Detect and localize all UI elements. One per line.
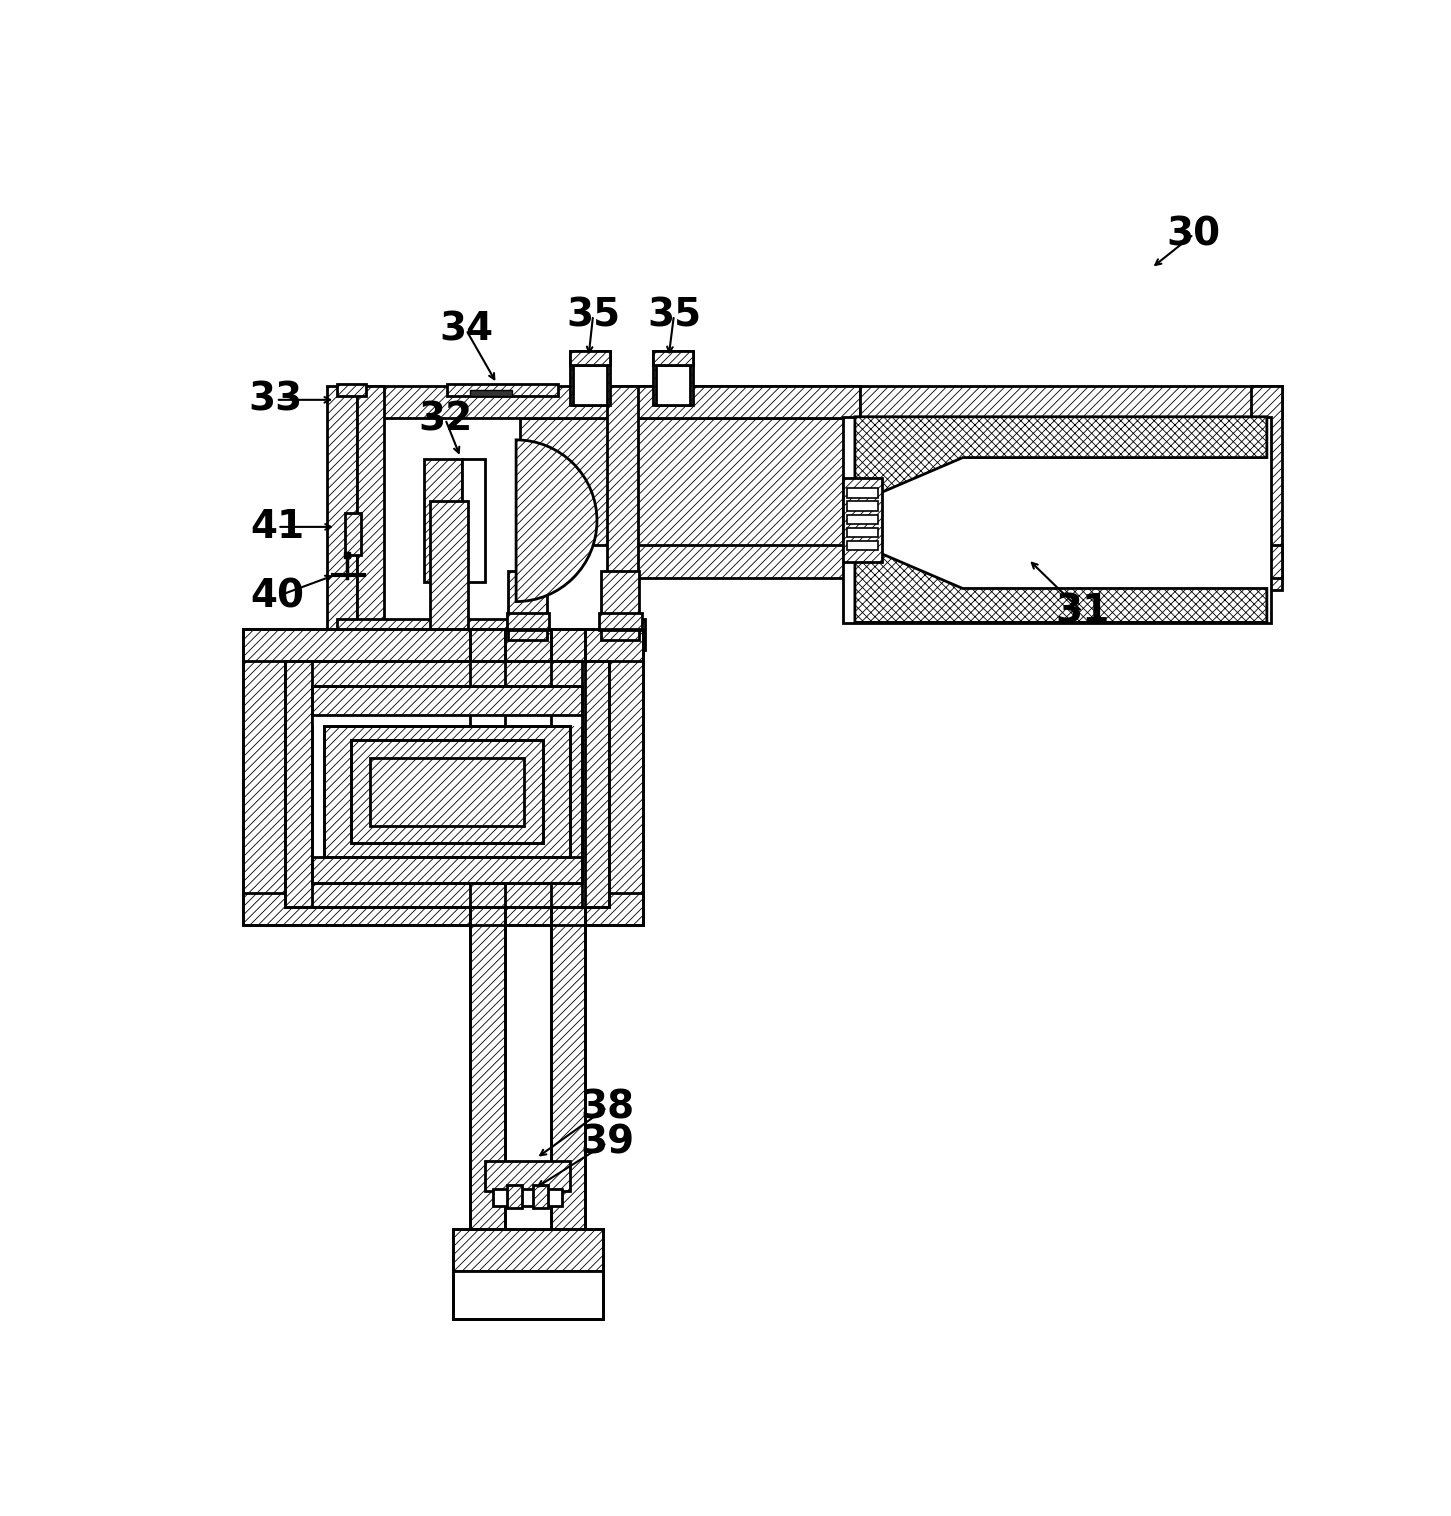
Bar xyxy=(337,387,860,418)
Bar xyxy=(453,1272,604,1319)
Bar xyxy=(470,390,512,396)
Bar xyxy=(570,352,609,405)
Bar xyxy=(573,365,607,405)
Bar xyxy=(847,488,878,497)
Bar xyxy=(312,714,582,726)
Bar xyxy=(357,387,383,655)
Bar xyxy=(242,629,643,925)
Bar xyxy=(506,612,550,631)
Bar xyxy=(656,365,691,405)
Bar xyxy=(337,619,644,650)
Text: 30: 30 xyxy=(1167,215,1220,253)
Bar xyxy=(653,352,694,405)
Bar xyxy=(284,661,608,685)
Polygon shape xyxy=(519,418,860,546)
Bar xyxy=(337,384,366,396)
Bar xyxy=(284,661,312,907)
Text: 40: 40 xyxy=(251,578,305,615)
Bar xyxy=(847,541,878,550)
Bar xyxy=(242,629,284,925)
Text: 41: 41 xyxy=(251,508,305,546)
Bar xyxy=(847,528,878,537)
Bar xyxy=(570,352,609,365)
Bar xyxy=(551,629,585,1229)
Bar xyxy=(493,1189,563,1207)
Bar xyxy=(533,1186,548,1208)
Bar xyxy=(435,512,463,622)
Text: 35: 35 xyxy=(566,296,620,334)
Bar xyxy=(505,629,551,1229)
Bar xyxy=(312,685,582,882)
Bar xyxy=(312,685,582,714)
Polygon shape xyxy=(855,417,1267,503)
Bar xyxy=(351,740,543,843)
Bar xyxy=(453,1229,604,1272)
Bar xyxy=(447,384,559,396)
Bar xyxy=(847,514,878,525)
Bar xyxy=(843,479,882,561)
Bar xyxy=(284,661,608,907)
Bar xyxy=(653,352,694,365)
Bar xyxy=(370,758,524,826)
Bar xyxy=(607,387,638,617)
Bar xyxy=(860,546,1283,578)
Bar xyxy=(843,417,1271,623)
Bar xyxy=(351,740,543,843)
Bar xyxy=(601,629,643,925)
Bar xyxy=(453,1229,604,1319)
Bar xyxy=(351,740,543,843)
Bar xyxy=(1251,387,1283,590)
Text: 31: 31 xyxy=(1055,593,1109,631)
Bar xyxy=(424,459,463,582)
Bar xyxy=(601,570,640,640)
Polygon shape xyxy=(855,543,1267,623)
Text: 34: 34 xyxy=(440,311,493,349)
Text: 33: 33 xyxy=(248,381,303,418)
Bar xyxy=(860,418,1251,546)
Bar xyxy=(312,857,582,882)
Bar xyxy=(508,570,547,640)
Wedge shape xyxy=(517,440,596,602)
Bar xyxy=(599,612,641,631)
Bar xyxy=(429,502,469,629)
Bar xyxy=(847,502,878,511)
Bar xyxy=(312,685,582,882)
Polygon shape xyxy=(855,458,1267,588)
Bar xyxy=(328,387,357,655)
Bar xyxy=(582,661,608,907)
Bar xyxy=(284,661,601,893)
Bar xyxy=(860,387,1283,418)
Bar xyxy=(485,1161,570,1190)
Bar xyxy=(284,882,608,907)
Bar xyxy=(463,459,485,582)
Bar xyxy=(370,758,524,826)
Text: 38: 38 xyxy=(580,1088,634,1126)
Bar xyxy=(324,726,570,857)
Bar xyxy=(506,1186,522,1208)
Bar xyxy=(345,512,360,555)
Text: 32: 32 xyxy=(418,400,473,438)
Polygon shape xyxy=(612,387,860,578)
Text: 39: 39 xyxy=(580,1123,634,1161)
Bar xyxy=(470,629,505,1229)
Bar xyxy=(242,629,643,661)
Bar xyxy=(547,579,601,632)
Text: 35: 35 xyxy=(647,296,701,334)
Bar xyxy=(242,893,643,925)
Bar xyxy=(324,726,570,857)
